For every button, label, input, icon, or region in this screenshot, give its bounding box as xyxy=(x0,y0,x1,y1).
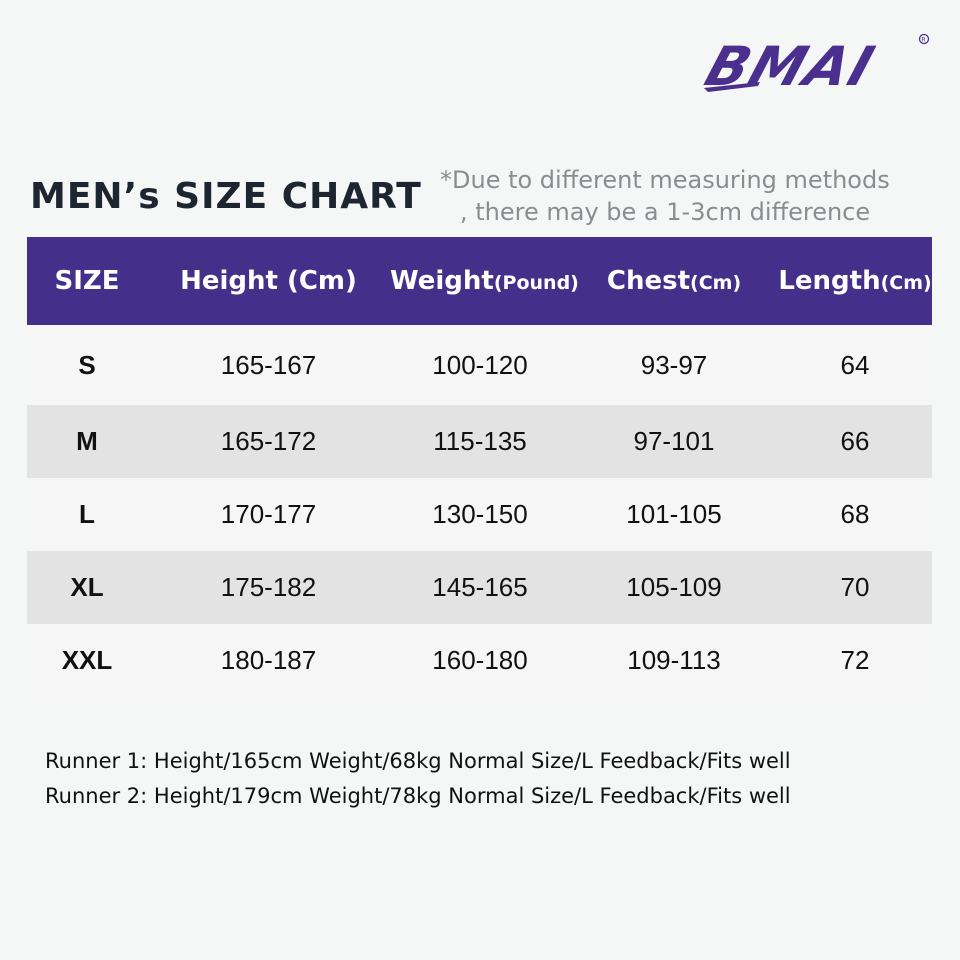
cell-size: L xyxy=(79,499,95,529)
table-row: XL 175-182 145-165 105-109 70 xyxy=(27,551,932,624)
column-header-chest: Chest(Cm) xyxy=(606,266,742,296)
cell-weight: 130-150 xyxy=(432,499,528,529)
column-header-length: Length(Cm) xyxy=(778,266,932,296)
note-line-1: *Due to different measuring methods xyxy=(440,166,890,194)
cell-weight: 160-180 xyxy=(432,645,528,675)
cell-height: 180-187 xyxy=(220,645,317,675)
cell-length: 66 xyxy=(840,426,870,456)
cell-chest: 97-101 xyxy=(633,426,715,456)
cell-weight: 115-135 xyxy=(433,426,527,456)
registered-mark-icon xyxy=(918,33,930,45)
table-row: XXL 180-187 160-180 109-113 72 xyxy=(27,624,932,697)
table-header: SIZE Height (Cm) Weight(Pound) Chest(Cm)… xyxy=(27,237,932,325)
table-row: L 170-177 130-150 101-105 68 xyxy=(27,478,932,551)
cell-chest: 101-105 xyxy=(626,499,722,529)
cell-height: 170-177 xyxy=(220,499,317,529)
cell-height: 175-182 xyxy=(220,572,317,602)
table-row: S 165-167 100-120 93-97 64 xyxy=(27,325,932,405)
feedback-line-2: Runner 2: Height/179cm Weight/78kg Norma… xyxy=(45,784,791,808)
cell-size: XL xyxy=(70,572,104,602)
cell-height: 165-172 xyxy=(220,426,317,456)
cell-height: 165-167 xyxy=(220,349,317,380)
feedback-line-1: Runner 1: Height/165cm Weight/68kg Norma… xyxy=(45,749,791,773)
svg-text:R: R xyxy=(922,37,926,44)
cell-size: S xyxy=(78,349,96,380)
cell-size: XXL xyxy=(61,645,113,675)
cell-chest: 109-113 xyxy=(627,645,721,675)
cell-size: M xyxy=(76,426,98,456)
column-header-height: Height (Cm) xyxy=(180,266,357,296)
cell-chest: 93-97 xyxy=(640,349,708,380)
cell-length: 64 xyxy=(840,349,870,380)
cell-length: 70 xyxy=(840,572,870,602)
brand-logo: BMAI R xyxy=(700,33,930,96)
measurement-note: *Due to different measuring methods , th… xyxy=(440,164,940,228)
column-header-weight: Weight(Pound) xyxy=(390,266,579,296)
note-line-2: , there may be a 1-3cm difference xyxy=(460,198,871,226)
cell-weight: 100-120 xyxy=(432,349,528,380)
runner-feedback: Runner 1: Height/165cm Weight/68kg Norma… xyxy=(45,744,791,814)
column-header-size: SIZE xyxy=(54,266,120,296)
cell-chest: 105-109 xyxy=(626,572,722,602)
brand-brush-stroke xyxy=(704,82,760,92)
cell-length: 68 xyxy=(840,499,870,529)
cell-length: 72 xyxy=(840,645,870,675)
cell-weight: 145-165 xyxy=(432,572,528,602)
page-title: MEN’s SIZE CHART xyxy=(30,176,422,217)
size-table: SIZE Height (Cm) Weight(Pound) Chest(Cm)… xyxy=(27,237,932,697)
table-row: M 165-172 115-135 97-101 66 xyxy=(27,405,932,478)
